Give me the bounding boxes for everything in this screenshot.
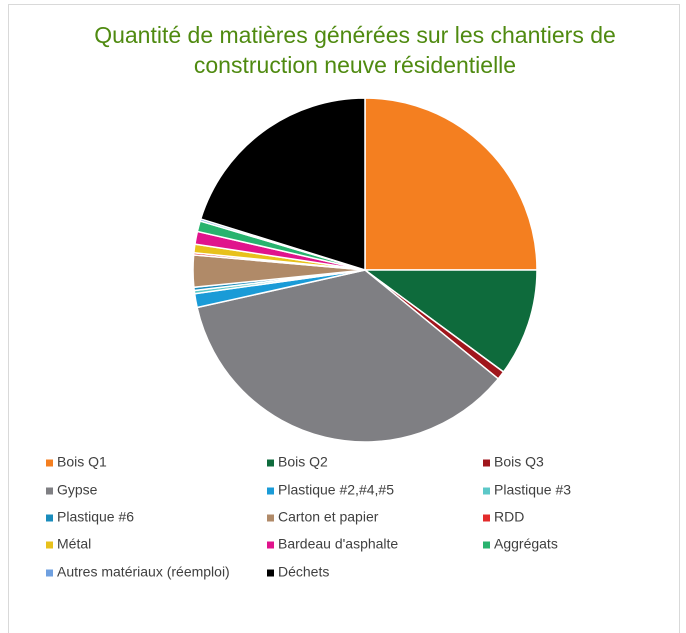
legend-label: Gypse <box>57 482 98 498</box>
legend-label: Plastique #3 <box>494 482 571 498</box>
legend-label: RDD <box>494 509 524 525</box>
legend-swatch <box>46 541 53 549</box>
legend-swatch <box>267 487 274 495</box>
legend-label: Plastique #6 <box>57 509 134 525</box>
pie-slice <box>362 269 538 374</box>
legend-swatch <box>483 459 490 467</box>
legend-swatch <box>267 569 274 577</box>
legend-swatch <box>483 541 490 549</box>
legend-swatch <box>46 569 53 577</box>
legend-label: Plastique #2,#4,#5 <box>278 482 394 498</box>
legend-label: Autres matériaux (réemploi) <box>57 564 230 580</box>
legend-swatch <box>46 487 53 495</box>
legend-label: Bois Q2 <box>278 454 328 470</box>
legend-label: Aggrégats <box>494 536 558 552</box>
pie-slice <box>199 97 366 272</box>
legend-label: Déchets <box>278 564 329 580</box>
legend-swatch <box>267 459 274 467</box>
legend-label: Bois Q1 <box>57 454 107 470</box>
legend-label: Bardeau d'asphalte <box>278 536 398 552</box>
legend-swatch <box>267 541 274 549</box>
legend-swatch <box>267 514 274 522</box>
legend-swatch <box>483 487 490 495</box>
pie-slice <box>364 97 538 271</box>
chart-title: Quantité de matières générées sur les ch… <box>94 22 616 78</box>
legend-swatch <box>483 514 490 522</box>
legend-swatch <box>46 459 53 467</box>
legend-label: Métal <box>57 536 91 552</box>
pie-slice <box>196 269 500 443</box>
legend-swatch <box>46 514 53 522</box>
legend-label: Carton et papier <box>278 509 379 525</box>
chart-border <box>8 4 680 633</box>
legend-label: Bois Q3 <box>494 454 544 470</box>
